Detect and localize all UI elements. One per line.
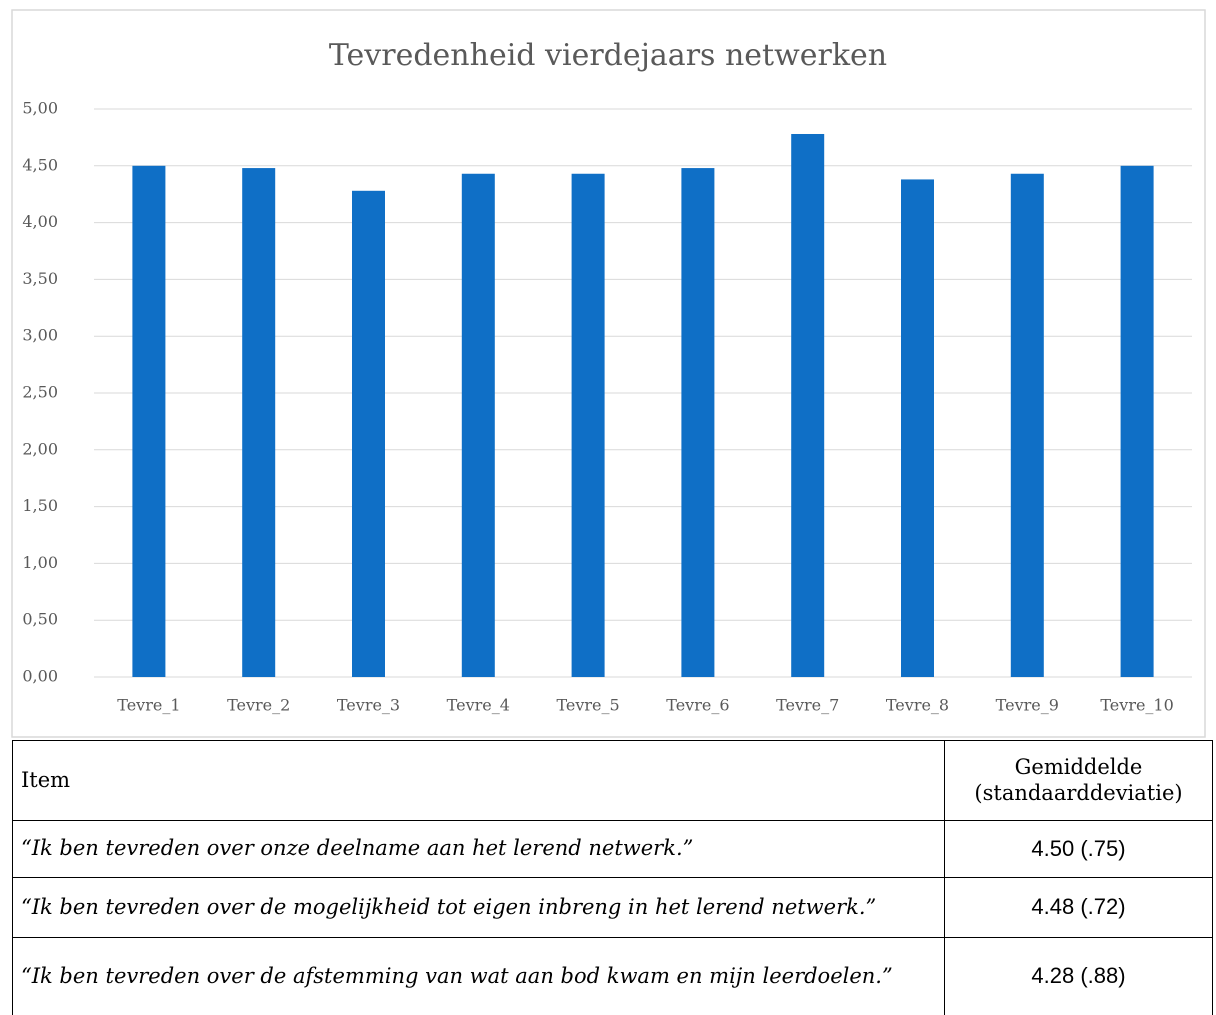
y-tick-label: 5,00 [22, 99, 58, 118]
item-cell: “Ik ben tevreden over de mogelijkheid to… [12, 877, 945, 938]
bar [791, 133, 825, 677]
y-tick-label: 4,50 [22, 155, 58, 174]
table-header: Item Gemiddelde (standaarddeviatie) [12, 740, 1213, 821]
y-tick-label: 1,50 [22, 496, 58, 515]
x-tick-label: Tevre_9 [996, 696, 1059, 715]
x-tick-label: Tevre_5 [556, 696, 619, 715]
bar [1120, 165, 1154, 678]
value-cell: 4.50 (.75) [944, 820, 1213, 878]
x-tick-label: Tevre_10 [1100, 696, 1173, 715]
x-tick-label: Tevre_2 [227, 696, 290, 715]
x-tick-label: Tevre_7 [776, 696, 839, 715]
y-tick-label: 3,00 [22, 326, 58, 345]
table-row: “Ik ben tevreden over de afstemming van … [12, 937, 1213, 1015]
y-tick-label: 2,00 [22, 439, 58, 458]
table-row: “Ik ben tevreden over de mogelijkheid to… [12, 877, 1213, 938]
y-tick-label: 0,00 [22, 667, 58, 686]
bar [1010, 173, 1044, 677]
bar [352, 190, 385, 678]
item-cell: “Ik ben tevreden over de afstemming van … [12, 937, 945, 1015]
value-cell: 4.28 (.88) [944, 937, 1213, 1015]
x-tick-label: Tevre_3 [337, 696, 400, 715]
bar [571, 173, 605, 677]
chart-title: Tevredenheid vierdejaars netwerken [329, 38, 887, 73]
table-row: “Ik ben tevreden over onze deelname aan … [12, 820, 1213, 878]
chart: Tevredenheid vierdejaars netwerken 0,00 0… [11, 9, 1206, 738]
y-tick-label: 3,50 [22, 269, 58, 288]
y-tick-label: 0,50 [22, 610, 58, 629]
chart-frame [11, 9, 1206, 738]
y-tick-label: 2,50 [22, 383, 58, 402]
bar [681, 168, 715, 677]
x-tick-label: Tevre_1 [117, 696, 180, 715]
y-tick-label: 4,00 [22, 212, 58, 231]
x-tick-label: Tevre_8 [886, 696, 949, 715]
value-cell: 4.48 (.72) [944, 877, 1213, 938]
bar [461, 173, 495, 677]
x-tick-label: Tevre_6 [666, 696, 729, 715]
bar [901, 179, 934, 677]
x-tick-label: Tevre_4 [447, 696, 510, 715]
table: Item Gemiddelde (standaarddeviatie) “Ik … [12, 740, 1213, 1015]
y-tick-label: 1,00 [22, 553, 58, 572]
header-text: Gemiddelde (standaarddeviatie) [974, 755, 1183, 805]
item-cell: “Ik ben tevreden over onze deelname aan … [12, 820, 945, 878]
bar [132, 165, 166, 678]
header-cell: Item [12, 740, 945, 821]
bar [242, 168, 276, 677]
header-cell: Gemiddelde (standaarddeviatie) [944, 740, 1213, 821]
